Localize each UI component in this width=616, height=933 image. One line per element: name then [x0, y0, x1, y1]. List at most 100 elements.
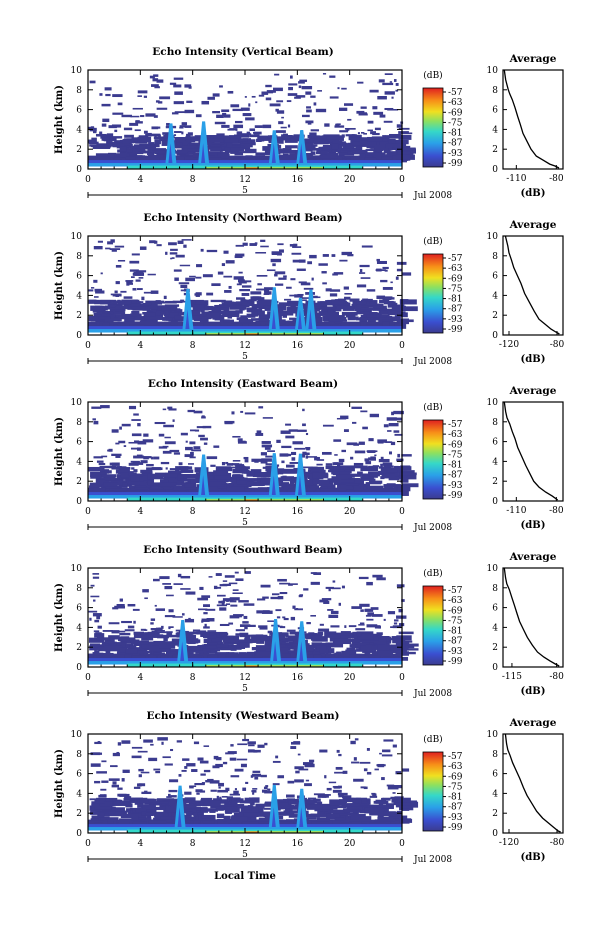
avg-x-tick-label: -110 — [506, 506, 526, 516]
echo-cell — [377, 816, 394, 821]
colorbar-tick-label: -93 — [448, 315, 463, 325]
echo-cell — [326, 787, 332, 791]
echo-cell — [94, 296, 99, 298]
echo-cell — [131, 755, 142, 759]
echo-cell — [90, 287, 95, 289]
echo-cell — [168, 789, 178, 793]
echo-cell — [254, 242, 258, 245]
echo-cell — [243, 615, 248, 619]
echo-cell — [173, 150, 188, 154]
echo-cell — [380, 456, 384, 460]
echo-cell — [336, 417, 347, 420]
echo-cell — [309, 254, 317, 259]
echo-cell — [331, 471, 340, 475]
echo-cell — [132, 462, 144, 465]
echo-cell — [240, 652, 259, 658]
echo-cell — [401, 648, 419, 651]
echo-cell — [264, 640, 270, 647]
echo-cell — [154, 814, 163, 820]
echo-cell — [246, 131, 251, 135]
echo-cell — [112, 294, 122, 297]
echo-cell — [376, 295, 386, 300]
echo-cell — [378, 625, 381, 629]
echo-spike-core — [299, 641, 304, 662]
echo-cell — [98, 646, 110, 652]
echo-cell — [357, 132, 360, 135]
echo-cell — [235, 653, 245, 658]
echo-cell — [236, 297, 246, 300]
echo-cell — [374, 303, 384, 309]
colorbar-tick-label: -99 — [448, 325, 463, 335]
echo-cell — [138, 768, 144, 772]
x-tick-label: 20 — [344, 175, 356, 185]
echo-cell — [150, 305, 169, 311]
echo-cell — [380, 296, 384, 299]
echo-cell — [257, 820, 274, 824]
echo-cell — [92, 130, 97, 134]
echo-cell — [200, 309, 205, 313]
echo-cell — [208, 479, 218, 483]
echo-cell — [359, 269, 363, 273]
echo-cell — [121, 740, 131, 744]
echo-cell — [256, 288, 266, 291]
echo-cell — [252, 634, 268, 641]
colorbar-tick-label: -81 — [448, 793, 463, 803]
echo-cell — [221, 124, 230, 128]
echo-cell — [285, 423, 292, 426]
echo-cell — [167, 479, 174, 484]
echo-cell — [97, 741, 101, 743]
echo-cell — [267, 450, 275, 452]
echo-band-1 — [88, 492, 402, 497]
echo-cell — [185, 156, 202, 160]
echo-cell — [393, 410, 404, 415]
echo-cell — [239, 289, 250, 292]
echo-cell — [392, 625, 402, 629]
echo-cell — [397, 485, 411, 492]
echo-cell — [114, 324, 120, 327]
echo-cell — [278, 121, 284, 125]
colorbar-tick-label: -57 — [448, 88, 463, 98]
average-profile-line — [504, 235, 560, 335]
echo-cell — [310, 466, 325, 473]
echo-cell — [130, 115, 140, 118]
echo-cell — [225, 311, 236, 315]
echo-cell — [229, 486, 245, 492]
echo-cell — [290, 136, 303, 141]
echo-spike — [174, 785, 186, 829]
echo-cell — [254, 125, 263, 128]
echo-cell — [260, 461, 268, 464]
echo-cell — [232, 460, 241, 462]
echo-cell — [338, 794, 344, 798]
echo-cell — [201, 595, 211, 598]
day-marker: 5 — [242, 684, 248, 694]
echo-cell — [347, 254, 354, 257]
colorbar-tick-label: -99 — [448, 159, 463, 169]
echo-cell — [301, 484, 313, 490]
echo-cell — [366, 581, 373, 586]
echo-cell — [326, 135, 344, 141]
echo-cell — [235, 578, 244, 582]
echo-cell — [367, 120, 374, 124]
echo-cell — [321, 271, 327, 274]
echo-cell — [113, 800, 132, 806]
echo-cell — [396, 268, 403, 272]
echo-cell — [186, 763, 196, 767]
colorbar-tick-label: -87 — [448, 139, 463, 149]
echo-cell — [349, 322, 367, 327]
echo-cell — [359, 264, 370, 268]
echo-cell — [251, 790, 256, 793]
echo-cell — [337, 464, 341, 468]
echo-cell — [143, 312, 156, 317]
echo-cell — [168, 626, 171, 630]
echo-cell — [401, 644, 406, 649]
echo-cell — [320, 488, 339, 493]
echo-cell — [332, 580, 336, 583]
echo-cell — [217, 271, 224, 275]
echo-cell — [148, 142, 155, 145]
avg-x-tick-label: -115 — [502, 672, 522, 682]
colorbar-tick-label: -63 — [448, 98, 463, 108]
colorbar-tick-label: -63 — [448, 596, 463, 606]
colorbar-tick-label: -75 — [448, 284, 463, 294]
echo-cell — [90, 811, 99, 815]
echo-cell — [304, 797, 308, 801]
